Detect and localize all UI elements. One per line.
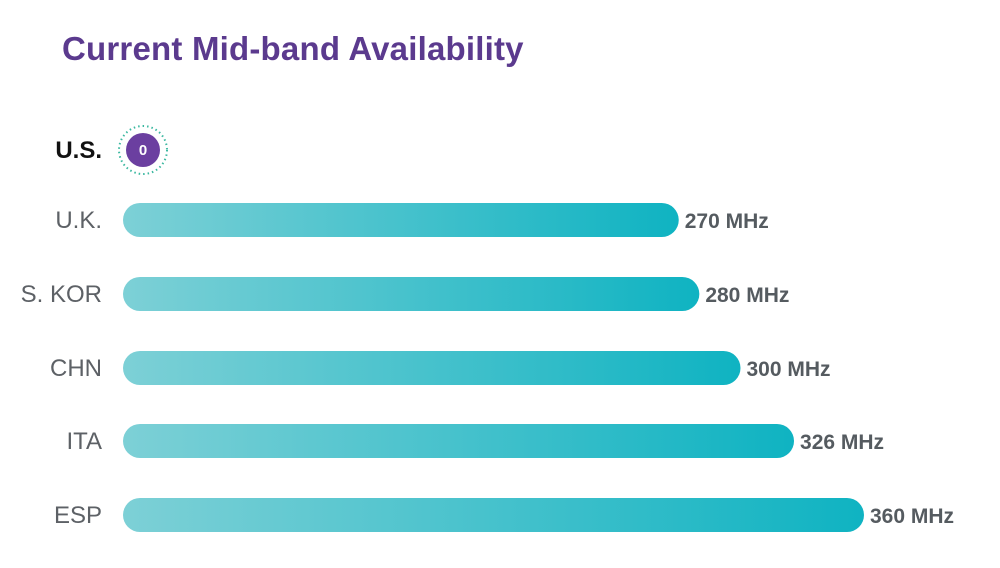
category-label-u-k: U.K. (55, 207, 102, 234)
chart-title: Current Mid-band Availability (62, 30, 524, 67)
category-label-esp: ESP (54, 502, 102, 529)
bar-u-k (123, 203, 679, 237)
value-label-ita: 326 MHz (800, 431, 884, 454)
value-label-u-k: 270 MHz (685, 210, 769, 233)
value-label-u-s: 0 (139, 142, 147, 159)
value-label-s-kor: 280 MHz (705, 284, 789, 307)
bar-s-kor (123, 277, 700, 311)
bar-chn (123, 351, 741, 385)
bar-ita (123, 424, 795, 458)
zero-value-badge (126, 133, 160, 167)
category-label-ita: ITA (66, 428, 102, 455)
value-label-esp: 360 MHz (870, 505, 954, 528)
value-label-chn: 300 MHz (747, 358, 831, 381)
category-label-chn: CHN (50, 355, 102, 382)
bar-esp (123, 498, 864, 532)
zero-badge-ring (118, 125, 168, 175)
category-label-u-s: U.S. (55, 137, 102, 164)
category-label-s-kor: S. KOR (21, 281, 102, 308)
